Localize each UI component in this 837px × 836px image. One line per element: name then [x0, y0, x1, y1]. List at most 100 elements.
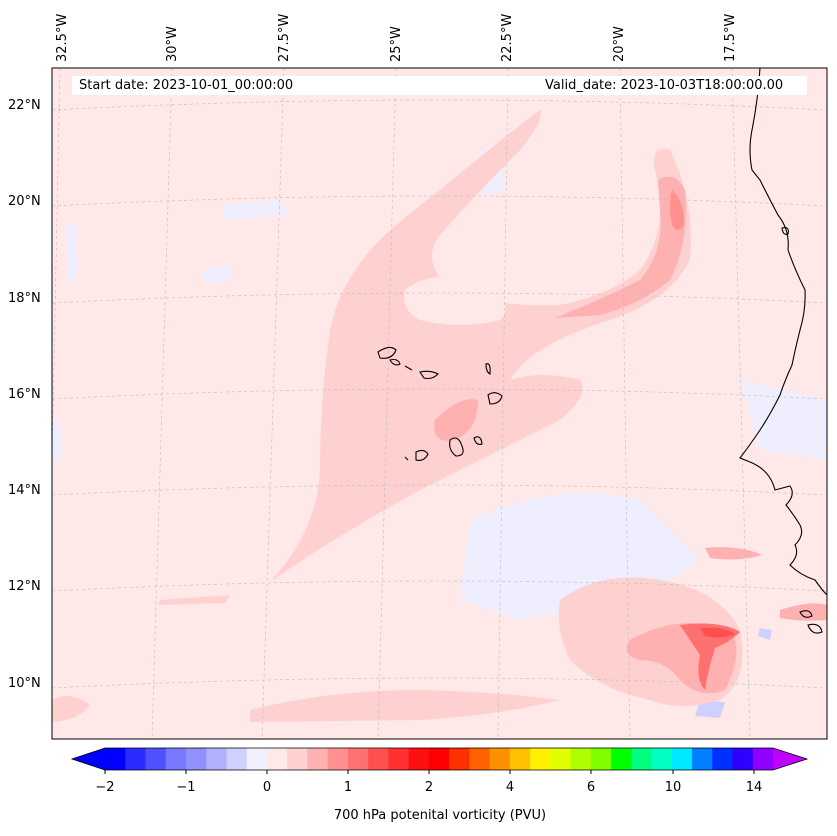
colorbar-swatch — [165, 748, 187, 770]
colorbar-swatch — [327, 748, 349, 770]
pv-high-core — [670, 190, 684, 230]
colorbar-swatch — [692, 748, 713, 770]
pv-streak — [705, 547, 762, 560]
start-date-label: Start date: 2023-10-01_00:00:00 — [79, 78, 294, 93]
parallel-line — [52, 580, 827, 592]
colorbar-swatch — [388, 748, 410, 770]
colorbar-swatch — [206, 748, 227, 770]
colorbar-swatch — [712, 748, 734, 770]
colorbar-swatch — [671, 748, 693, 770]
pv-negative-patch — [66, 225, 78, 280]
parallel-line — [52, 195, 827, 207]
colorbar-swatch — [631, 748, 653, 770]
colorbar-swatch — [347, 748, 369, 770]
colorbar-swatch — [732, 748, 754, 770]
lat-label: 14°N — [8, 483, 41, 498]
cape-verde-island — [487, 392, 503, 405]
colorbar-swatch — [287, 748, 308, 770]
cape-verde-island — [377, 346, 397, 359]
colorbar-swatch — [105, 748, 126, 770]
colorbar-swatch — [408, 748, 430, 770]
colorbar-swatch — [226, 748, 248, 770]
cape-verde-island — [404, 456, 409, 461]
colorbar-swatch — [266, 748, 288, 770]
meridian-line — [619, 68, 631, 739]
colorbar-swatch — [651, 748, 673, 770]
pv-negative-patch — [200, 266, 232, 284]
meridian-line — [151, 68, 173, 739]
colorbar-swatch — [368, 748, 389, 770]
pv-south-peak — [680, 623, 740, 690]
colorbar-swatch — [307, 748, 329, 770]
colorbar-swatch — [125, 748, 146, 770]
lat-label: 10°N — [8, 676, 41, 691]
cape-verde-island — [473, 436, 483, 445]
lon-label: 20°W — [612, 26, 627, 62]
parallel-line — [52, 484, 827, 496]
graticule — [52, 68, 827, 739]
cape-verde-island — [449, 437, 464, 457]
lon-label: 25°W — [389, 26, 404, 62]
colorbar-swatch — [246, 748, 268, 770]
colorbar-swatch — [185, 748, 207, 770]
colorbar-swatch — [449, 748, 470, 770]
coast-detail — [781, 227, 789, 235]
colorbar-swatch — [530, 748, 551, 770]
header-box — [72, 76, 807, 95]
valid-date-label: Valid_date: 2023-10-03T18:00:00.00 — [545, 78, 784, 93]
lon-label: 27.5°W — [277, 13, 292, 62]
colorbar-swatch — [590, 748, 612, 770]
pv-negative-patch — [52, 420, 62, 460]
meridian-line — [261, 68, 285, 739]
colorbar-tick-label: −1 — [176, 780, 196, 795]
meridian-line — [731, 68, 751, 739]
colorbar-tick-label: −2 — [95, 780, 115, 795]
coastlines — [377, 68, 827, 634]
pv-negative-patch — [220, 200, 290, 220]
colorbar-swatch — [611, 748, 632, 770]
pv-streak — [52, 696, 90, 722]
cape-verde-island — [415, 449, 429, 461]
lon-label: 22.5°W — [500, 13, 515, 62]
coast-detail — [799, 610, 813, 618]
colorbar-swatch — [509, 748, 531, 770]
pv-streak — [158, 595, 230, 605]
pv-high-filament — [555, 176, 686, 318]
coast-detail — [807, 623, 823, 634]
cape-verde-island — [404, 365, 413, 371]
colorbar-extend-low — [72, 748, 105, 770]
lat-label: 20°N — [8, 194, 41, 209]
colorbar-extend-high — [773, 748, 807, 770]
colorbar-tick-label: 1 — [343, 780, 353, 795]
cape-verde-island — [419, 370, 439, 380]
colorbar-title: 700 hPa potenital vorticity (PVU) — [333, 808, 547, 823]
pv-negative-patch — [695, 700, 725, 718]
colorbar-tick-label: 14 — [745, 780, 763, 795]
lat-label: 18°N — [8, 291, 41, 306]
pv-south-peak-core — [700, 627, 735, 638]
lon-label: 32.5°W — [55, 13, 70, 62]
pv-streak — [780, 603, 827, 621]
colorbar-tick-label: 6 — [586, 780, 596, 795]
parallel-line — [52, 388, 827, 400]
parallel-line — [52, 677, 827, 689]
africa-coastline — [739, 68, 827, 596]
pv-field — [52, 110, 827, 722]
pv-moderate-filament — [270, 110, 691, 582]
pv-negative-patch — [758, 628, 772, 640]
colorbar-tick-label: 0 — [262, 780, 272, 795]
colorbar-swatch — [428, 748, 450, 770]
colorbar-swatch — [469, 748, 491, 770]
parallel-line — [52, 99, 827, 111]
pv-negative-patch — [740, 380, 827, 460]
colorbar-swatch — [752, 748, 774, 770]
cape-verde-island — [389, 358, 401, 366]
lat-label: 12°N — [8, 579, 41, 594]
colorbar-swatch — [570, 748, 592, 770]
colorbar-swatch — [489, 748, 511, 770]
colorbar-tick-label: 2 — [424, 780, 434, 795]
colorbar-swatch — [550, 748, 572, 770]
colorbar — [70, 747, 809, 774]
pv-high-patch — [434, 399, 478, 441]
pv-filament-gap — [404, 276, 506, 325]
